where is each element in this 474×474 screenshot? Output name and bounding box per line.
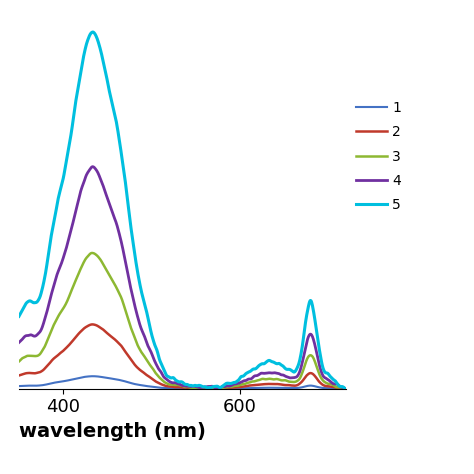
Line: 2: 2 — [19, 324, 346, 389]
2 — [225, 385, 230, 391]
5 — [16, 313, 22, 319]
Line: 4: 4 — [19, 167, 346, 389]
3 — [343, 385, 349, 391]
2 — [264, 381, 270, 387]
1 — [343, 386, 349, 392]
5 — [342, 386, 348, 392]
4 — [216, 386, 221, 392]
2 — [298, 380, 304, 385]
5 — [298, 351, 304, 357]
4 — [36, 330, 42, 336]
5 — [225, 380, 230, 386]
2 — [343, 386, 349, 392]
2 — [343, 386, 348, 392]
2 — [207, 385, 212, 391]
5 — [215, 383, 221, 389]
3 — [225, 384, 231, 390]
1 — [16, 383, 22, 389]
4 — [299, 363, 304, 369]
5 — [343, 386, 349, 392]
5 — [207, 384, 212, 390]
3 — [265, 376, 271, 382]
4 — [225, 383, 231, 389]
3 — [299, 372, 304, 378]
Line: 1: 1 — [19, 376, 346, 389]
3 — [90, 250, 95, 256]
4 — [16, 339, 22, 345]
2 — [90, 321, 95, 327]
1 — [215, 386, 221, 392]
3 — [16, 359, 22, 365]
1 — [36, 383, 42, 388]
5 — [264, 358, 270, 364]
4 — [90, 164, 95, 170]
5 — [90, 29, 95, 35]
1 — [90, 374, 95, 379]
3 — [216, 385, 221, 391]
Line: 5: 5 — [19, 32, 346, 389]
1 — [298, 384, 304, 390]
1 — [207, 386, 212, 392]
3 — [207, 385, 212, 391]
1 — [225, 386, 230, 392]
2 — [215, 385, 221, 391]
5 — [36, 296, 42, 302]
3 — [197, 386, 203, 392]
4 — [207, 384, 212, 390]
4 — [343, 386, 349, 392]
4 — [265, 370, 271, 376]
3 — [36, 352, 42, 358]
1 — [264, 385, 270, 391]
Legend: 1, 2, 3, 4, 5: 1, 2, 3, 4, 5 — [356, 100, 401, 212]
Line: 3: 3 — [19, 253, 346, 389]
2 — [36, 370, 42, 375]
4 — [214, 386, 220, 392]
X-axis label: wavelength (nm): wavelength (nm) — [19, 422, 206, 441]
2 — [16, 373, 22, 378]
